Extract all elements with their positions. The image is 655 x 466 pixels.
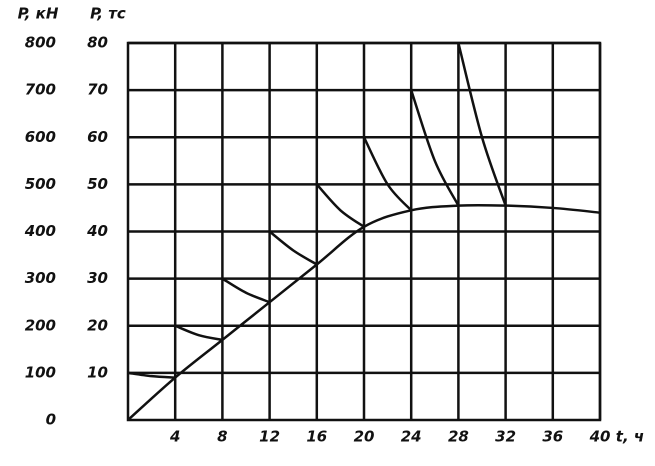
curve [362, 136, 413, 212]
curve [127, 203, 601, 421]
curve [410, 89, 460, 207]
y2-tick-label: 700 [25, 81, 56, 99]
y-tick-label: 70 [87, 81, 108, 99]
y-tick-label: 40 [86, 222, 108, 240]
y2-tick-label: 600 [25, 128, 56, 146]
x-tick-label: 32 [495, 428, 516, 446]
y2-tick-label: 300 [25, 269, 56, 287]
y-axis-label: P, тс [90, 5, 126, 23]
y2-tick-label: 0 [46, 411, 56, 429]
y2-tick-label: 200 [25, 316, 56, 334]
y-tick-label: 60 [87, 128, 108, 146]
x-tick-label: 4 [169, 428, 180, 446]
y-tick-label: 10 [87, 363, 108, 381]
y2-tick-label: 500 [25, 175, 56, 193]
y2-tick-label: 100 [25, 363, 56, 381]
x-tick-label: 12 [259, 428, 280, 446]
x-tick-label: 28 [448, 428, 469, 446]
curve [221, 277, 271, 304]
x-tick-label: 24 [401, 428, 422, 446]
y-tick-label: 30 [87, 269, 108, 287]
y2-tick-label: 800 [25, 34, 56, 52]
x-tick-label: 20 [354, 428, 375, 446]
y2-tick-label: 400 [24, 222, 56, 240]
curve [127, 371, 176, 379]
x-tick-label: 36 [542, 428, 563, 446]
curve [315, 183, 365, 228]
y-tick-label: 20 [87, 316, 108, 334]
y-tick-label: 50 [87, 175, 108, 193]
x-tick-label: 40 [589, 428, 611, 446]
x-axis-label: t, ч [616, 428, 644, 446]
y2-axis-label: P, кН [18, 5, 59, 23]
curve [268, 230, 318, 266]
x-tick-label: 8 [217, 428, 227, 446]
x-tick-label: 16 [306, 428, 327, 446]
curve [174, 324, 223, 342]
curve [457, 42, 507, 206]
y-tick-label: 80 [87, 34, 108, 52]
